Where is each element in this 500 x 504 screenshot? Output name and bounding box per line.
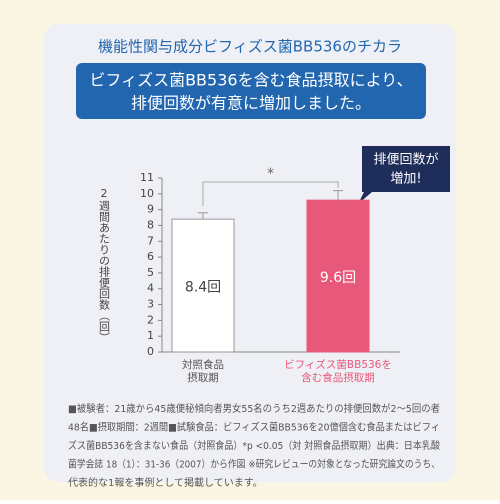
value-label: 9.6回 <box>320 270 356 286</box>
y-tick-label: 8 <box>147 218 154 231</box>
footnote: 48名■摂取期間：2週間■試験食品：ビフィズス菌BB536を20億個含む食品また… <box>68 421 440 434</box>
y-tick-label: 9 <box>147 203 154 216</box>
y-tick-label: 7 <box>147 234 154 247</box>
banner-text: ビフィズス菌BB536を含む食品摂取により、 <box>89 71 412 90</box>
y-tick-label: 1 <box>147 329 154 342</box>
callout-text: 増加! <box>390 172 421 187</box>
footnote: ■被験者：21歳から45歳便秘傾向者男女55名のうち2週あたりの排便回数が2～5… <box>68 402 440 415</box>
callout-text: 排便回数が <box>373 153 438 168</box>
significance-bracket <box>202 181 339 206</box>
footnote: 菌学会誌 18（1）：31-36（2007）から作図 ※研究レビューの対象となっ… <box>68 458 440 471</box>
y-tick-label: 5 <box>147 266 154 279</box>
footnote: 代表的な1報を事例として掲載しています。 <box>68 476 263 489</box>
card <box>44 24 456 482</box>
value-label: 8.4回 <box>185 280 221 296</box>
x-tick-label: 摂取期 <box>187 371 219 384</box>
y-tick-label: 3 <box>147 298 154 311</box>
significance-mark: * <box>267 166 274 182</box>
y-tick-label: 6 <box>147 250 154 263</box>
x-tick-label: 含む食品摂取期 <box>301 371 375 384</box>
x-tick-label: ビフィズス菌BB536を <box>284 358 392 371</box>
y-tick-label: 11 <box>140 171 154 184</box>
y-tick-label: 10 <box>140 187 154 200</box>
y-tick-label: 2 <box>147 313 154 326</box>
y-axis-label: 2週間あたりの排便回数（回） <box>98 187 111 343</box>
callout-box <box>358 146 450 204</box>
banner-text: 排便回数が有意に増加しました。 <box>131 94 371 113</box>
bar <box>171 218 235 353</box>
y-tick-label: 4 <box>147 282 154 295</box>
footnote: ズス菌BB536を含まない食品（対照食品）*p <0.05（対 対照食品摂取期）… <box>68 439 440 452</box>
banner <box>76 63 426 119</box>
bar <box>306 199 370 353</box>
x-tick-label: 対照食品 <box>182 358 224 371</box>
y-tick-label: 0 <box>147 345 154 358</box>
title: 機能性関与成分ビフィズス菌BB536のチカラ <box>98 38 402 56</box>
